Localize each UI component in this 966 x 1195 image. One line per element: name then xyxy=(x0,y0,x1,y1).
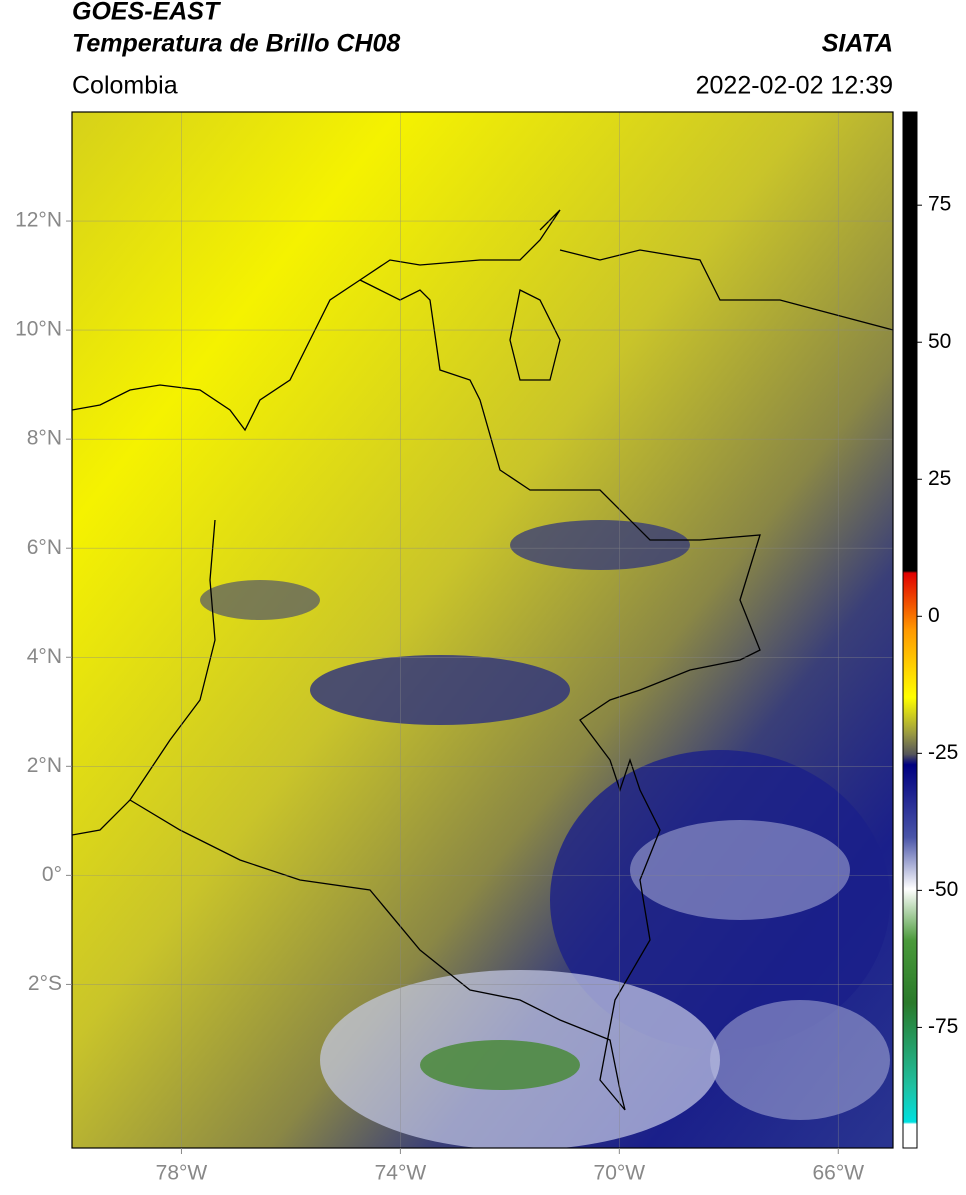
cloud xyxy=(200,580,320,620)
y-tick-label: 6°N xyxy=(27,536,62,559)
colorbar xyxy=(902,111,918,1149)
cloud xyxy=(310,655,570,725)
colorbar-tick-label: -50 xyxy=(928,878,958,901)
colorbar-tick-label: -25 xyxy=(928,741,958,764)
y-tick-label: 0° xyxy=(42,863,62,886)
y-tick-label: 4°N xyxy=(27,645,62,668)
x-tick-label: 70°W xyxy=(594,1162,646,1185)
cloud xyxy=(710,1000,890,1120)
y-tick-label: 2°S xyxy=(28,972,62,995)
source: GOES-EAST xyxy=(72,0,222,26)
map-frame xyxy=(71,111,894,1149)
datetime: 2022-02-02 12:39 xyxy=(696,72,893,100)
x-tick-label: 66°W xyxy=(812,1162,864,1185)
cloud-core xyxy=(420,1040,580,1090)
cloud xyxy=(630,820,850,920)
y-tick-label: 12°N xyxy=(15,209,62,232)
colorbar-tick-label: 0 xyxy=(928,604,940,627)
cloud xyxy=(510,520,690,570)
colorbar-tick-label: -75 xyxy=(928,1015,958,1038)
colorbar-tick-label: 25 xyxy=(928,467,951,490)
y-tick-label: 10°N xyxy=(15,318,62,341)
coastline xyxy=(509,249,893,381)
org: SIATA xyxy=(822,30,893,58)
y-tick-label: 8°N xyxy=(27,427,62,450)
region: Colombia xyxy=(72,72,178,100)
colorbar-tick-label: 50 xyxy=(928,330,951,353)
y-tick-label: 2°N xyxy=(27,754,62,777)
title: Temperatura de Brillo CH08 xyxy=(72,30,400,58)
satellite-image xyxy=(72,112,893,1148)
x-tick-label: 74°W xyxy=(375,1162,427,1185)
colorbar-tick-label: 75 xyxy=(928,193,951,216)
borders xyxy=(72,209,761,1111)
x-tick-label: 78°W xyxy=(156,1162,208,1185)
